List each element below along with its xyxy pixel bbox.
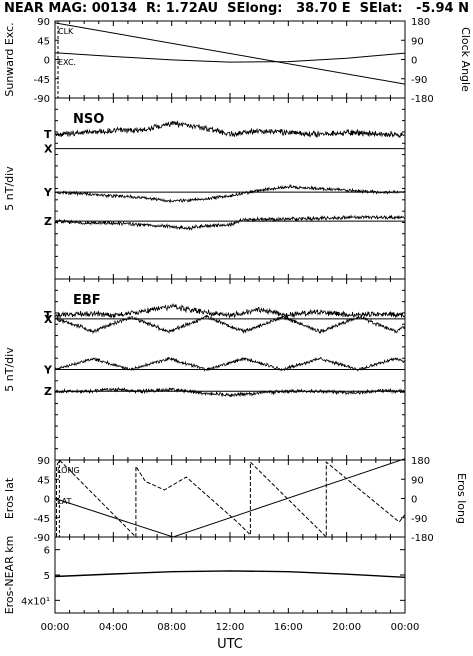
y-tick-label: 5	[44, 571, 50, 582]
y2-tick-label: -180	[411, 94, 434, 105]
eros-long-line	[56, 459, 406, 539]
y2-tick-label: 90	[411, 36, 424, 47]
y-tick-label: -90	[34, 94, 50, 105]
nso-trace-z	[54, 214, 406, 231]
nso-label-t: T	[44, 128, 52, 141]
x-tick-label: 00:00	[41, 622, 70, 633]
annotation-clk: CLK	[58, 27, 74, 36]
ebf-trace-x	[54, 314, 406, 335]
ebf-label-y: Y	[43, 364, 53, 377]
eros-long-label: Eros long	[455, 473, 468, 524]
y2-tick-label: -90	[411, 75, 427, 86]
ebf-trace-z	[54, 386, 406, 398]
nso-label-y: Y	[43, 186, 53, 199]
y2-tick-label: 0	[411, 56, 417, 67]
x-tick-label: 08:00	[157, 622, 186, 633]
y-tick-label: 45	[37, 475, 50, 486]
eros-latlong-panel	[54, 459, 406, 538]
x-tick-label: 20:00	[332, 622, 361, 633]
ebf-label-z: Z	[44, 385, 52, 398]
sunward-exc-line	[54, 52, 406, 63]
ebf-title: EBF	[73, 293, 101, 308]
annotation-long: LONG	[57, 466, 80, 475]
y-tick-label: -45	[34, 514, 50, 525]
x-axis-label: UTC	[217, 637, 243, 652]
x-tick-label: 12:00	[216, 622, 245, 633]
nso-title: NSO	[73, 112, 104, 127]
y2-tick-label: -90	[411, 514, 427, 525]
eros-lat-label: Eros lat	[3, 477, 16, 519]
nso-trace-t	[54, 120, 406, 138]
x-tick-label: 00:00	[391, 622, 420, 633]
x-tick-label: 04:00	[99, 622, 128, 633]
ebf-trace-t	[54, 302, 406, 319]
nso-label-z: Z	[44, 215, 52, 228]
y2-tick-label: 180	[411, 17, 430, 28]
eros-near-label: Eros-NEAR km	[3, 536, 16, 615]
y-tick-label: -90	[34, 533, 50, 544]
nso-ylabel: 5 nT/div	[3, 166, 16, 211]
y2-tick-label: -180	[411, 533, 434, 544]
y-axis-label: Sunward Exc.	[3, 22, 16, 96]
y2-tick-label: 180	[411, 456, 430, 467]
ebf-trace-y	[54, 356, 406, 372]
y-tick-label: 90	[37, 456, 50, 467]
distance-line	[54, 570, 406, 578]
nso-trace-y	[54, 183, 406, 204]
ebf-label-x: X	[44, 313, 53, 326]
y-tick-label: 0	[44, 56, 50, 67]
y-tick-label: -45	[34, 75, 50, 86]
y-tick-label: 4x10¹	[21, 596, 50, 607]
y2-axis-label: Clock Angle	[459, 27, 472, 92]
nso-label-x: X	[44, 143, 53, 156]
y-tick-label: 90	[37, 17, 50, 28]
x-tick-label: 16:00	[274, 622, 303, 633]
annotation-exc: EXC.	[58, 58, 76, 67]
eros-lat-line	[54, 458, 406, 538]
ebf-ylabel: 5 nT/div	[3, 347, 16, 392]
ebf-label-t: T	[44, 309, 52, 322]
y-tick-label: 6	[44, 546, 50, 557]
y-tick-label: 45	[37, 36, 50, 47]
y2-tick-label: 90	[411, 475, 424, 486]
y-tick-label: 0	[44, 495, 50, 506]
clock-angle-line	[54, 22, 406, 85]
y2-tick-label: 0	[411, 495, 417, 506]
plot-title: NEAR MAG: 00134 R: 1.72AU SElong: 38.70 …	[4, 1, 469, 16]
